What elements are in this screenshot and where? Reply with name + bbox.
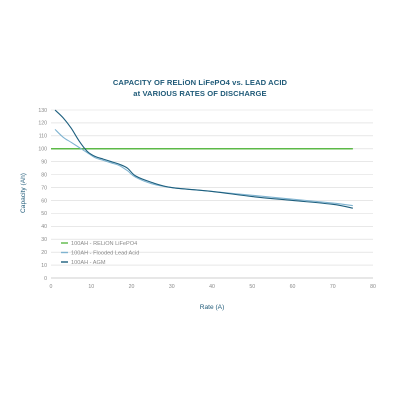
y-tick-label: 50 [41, 211, 47, 217]
y-tick-label: 10 [41, 263, 47, 269]
y-axis-label: Capacity (Ah) [20, 173, 27, 213]
series-line-3 [54, 109, 353, 209]
y-tick-label: 120 [38, 121, 47, 127]
y-tick-label: 60 [41, 198, 47, 204]
y-tick-label: 40 [41, 224, 47, 230]
legend-label: 100AH - RELiON LiFePO4 [71, 241, 137, 247]
x-axis-label: Rate (A) [200, 304, 225, 311]
x-tick-label: 0 [50, 284, 53, 290]
y-tick-label: 130 [38, 108, 47, 114]
chart-title: CAPACITY OF RELiON LiFePO4 vs. LEAD ACID [112, 78, 288, 87]
series-lines [51, 109, 353, 209]
y-tick-label: 90 [41, 159, 47, 165]
x-tick-label: 30 [169, 284, 175, 290]
x-tick-label: 50 [249, 284, 255, 290]
y-tick-label: 0 [44, 276, 47, 282]
tick-labels: 0 10 20 30 40 50 60 70 80 90 100 110 120 130 0 10 20 30 40… [38, 108, 376, 290]
y-tick-label: 30 [41, 237, 47, 243]
y-tick-label: 80 [41, 172, 47, 178]
legend-label: 100AH - AGM [71, 260, 106, 266]
x-tick-label: 20 [129, 284, 135, 290]
x-tick-label: 70 [330, 284, 336, 290]
x-tick-label: 80 [370, 284, 376, 290]
y-tick-label: 20 [41, 250, 47, 256]
x-tick-label: 40 [209, 284, 215, 290]
y-tick-label: 70 [41, 185, 47, 191]
chart-subtitle: at VARIOUS RATES OF DISCHARGE [133, 89, 267, 98]
legend-label: 100AH - Flooded Lead Acid [71, 251, 139, 257]
x-tick-label: 10 [88, 284, 94, 290]
y-tick-label: 110 [39, 134, 47, 140]
legend: 100AH - RELiON LiFePO4 100AH - Flooded Le… [61, 241, 139, 266]
x-tick-label: 60 [290, 284, 296, 290]
y-tick-label: 100 [38, 147, 47, 153]
series-line-2 [54, 128, 353, 207]
